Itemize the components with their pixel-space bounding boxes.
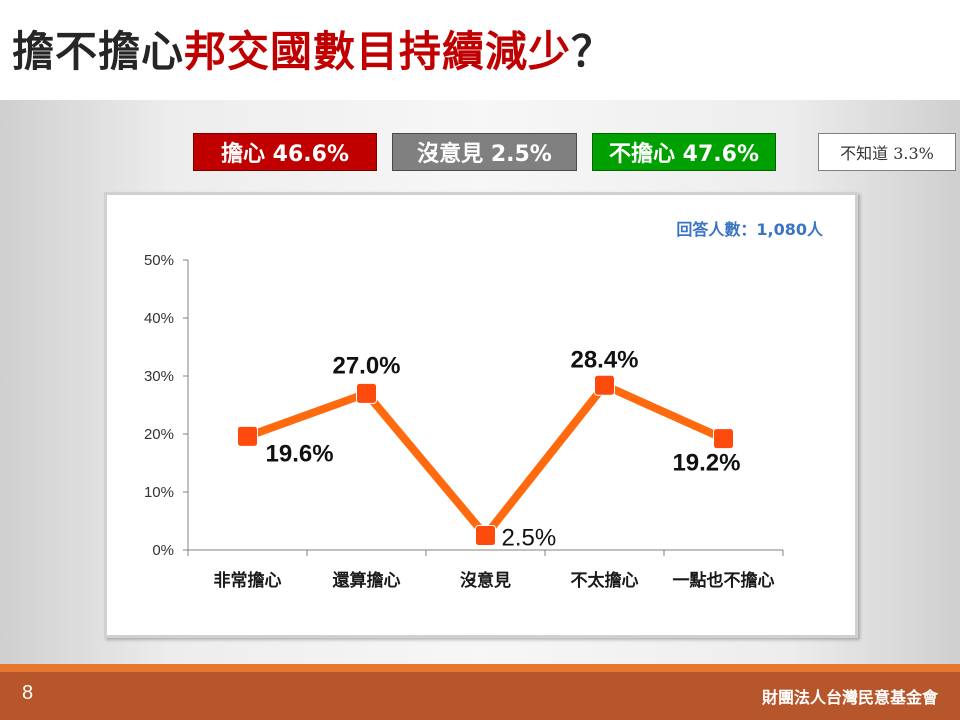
summary-not-worry-box: 不擔心 47.6% bbox=[592, 133, 776, 171]
y-tick-label: 20% bbox=[144, 426, 174, 443]
footer-bar bbox=[0, 672, 960, 720]
chart-frame: 0% 10% 20% 30% 40% 50% 非常擔心 還算擔心 沒意見 不太擔心 一點也不擔心 19… bbox=[104, 192, 858, 638]
respondent-count-annotation: 回答人數：1,080人 bbox=[676, 220, 824, 239]
data-point-marker bbox=[594, 374, 615, 396]
data-point-marker bbox=[237, 425, 258, 447]
data-point-marker bbox=[356, 382, 377, 404]
summary-worry-box: 擔心 46.6% bbox=[193, 133, 377, 171]
data-label: 19.6% bbox=[266, 440, 334, 467]
x-category-label: 一點也不擔心 bbox=[673, 570, 775, 591]
x-category-label: 沒意見 bbox=[460, 570, 511, 591]
data-label: 27.0% bbox=[332, 352, 400, 379]
summary-dont-know-box: 不知道 3.3% bbox=[818, 133, 956, 171]
organization-name: 財團法人台灣民意基金會 bbox=[761, 688, 938, 707]
title-part-2: 邦交國數目持續減少 bbox=[184, 27, 572, 76]
y-tick-label: 50% bbox=[144, 252, 174, 269]
title-part-3: ？ bbox=[571, 27, 615, 76]
footer-accent-line bbox=[0, 664, 960, 672]
summary-no-opinion-box: 沒意見 2.5% bbox=[392, 133, 577, 171]
y-tick-label: 40% bbox=[144, 310, 174, 327]
data-point-marker bbox=[475, 525, 496, 546]
y-tick-label: 30% bbox=[144, 368, 174, 385]
slide-title: 擔不擔心邦交國數目持續減少？ bbox=[12, 20, 614, 84]
data-point-marker bbox=[713, 428, 734, 450]
x-category-label: 非常擔心 bbox=[214, 570, 282, 591]
data-label: 28.4% bbox=[570, 346, 638, 373]
y-tick-label: 0% bbox=[152, 542, 174, 559]
data-label: 2.5% bbox=[502, 525, 557, 552]
data-label: 19.2% bbox=[672, 450, 740, 477]
x-category-label: 不太擔心 bbox=[571, 570, 639, 591]
line-chart: 0% 10% 20% 30% 40% 50% 非常擔心 還算擔心 沒意見 不太擔心 一點也不擔心 19… bbox=[144, 220, 824, 591]
y-tick-label: 10% bbox=[144, 484, 174, 501]
x-category-label: 還算擔心 bbox=[333, 570, 401, 591]
page-number: 8 bbox=[22, 682, 34, 704]
title-part-1: 擔不擔心 bbox=[12, 27, 185, 76]
